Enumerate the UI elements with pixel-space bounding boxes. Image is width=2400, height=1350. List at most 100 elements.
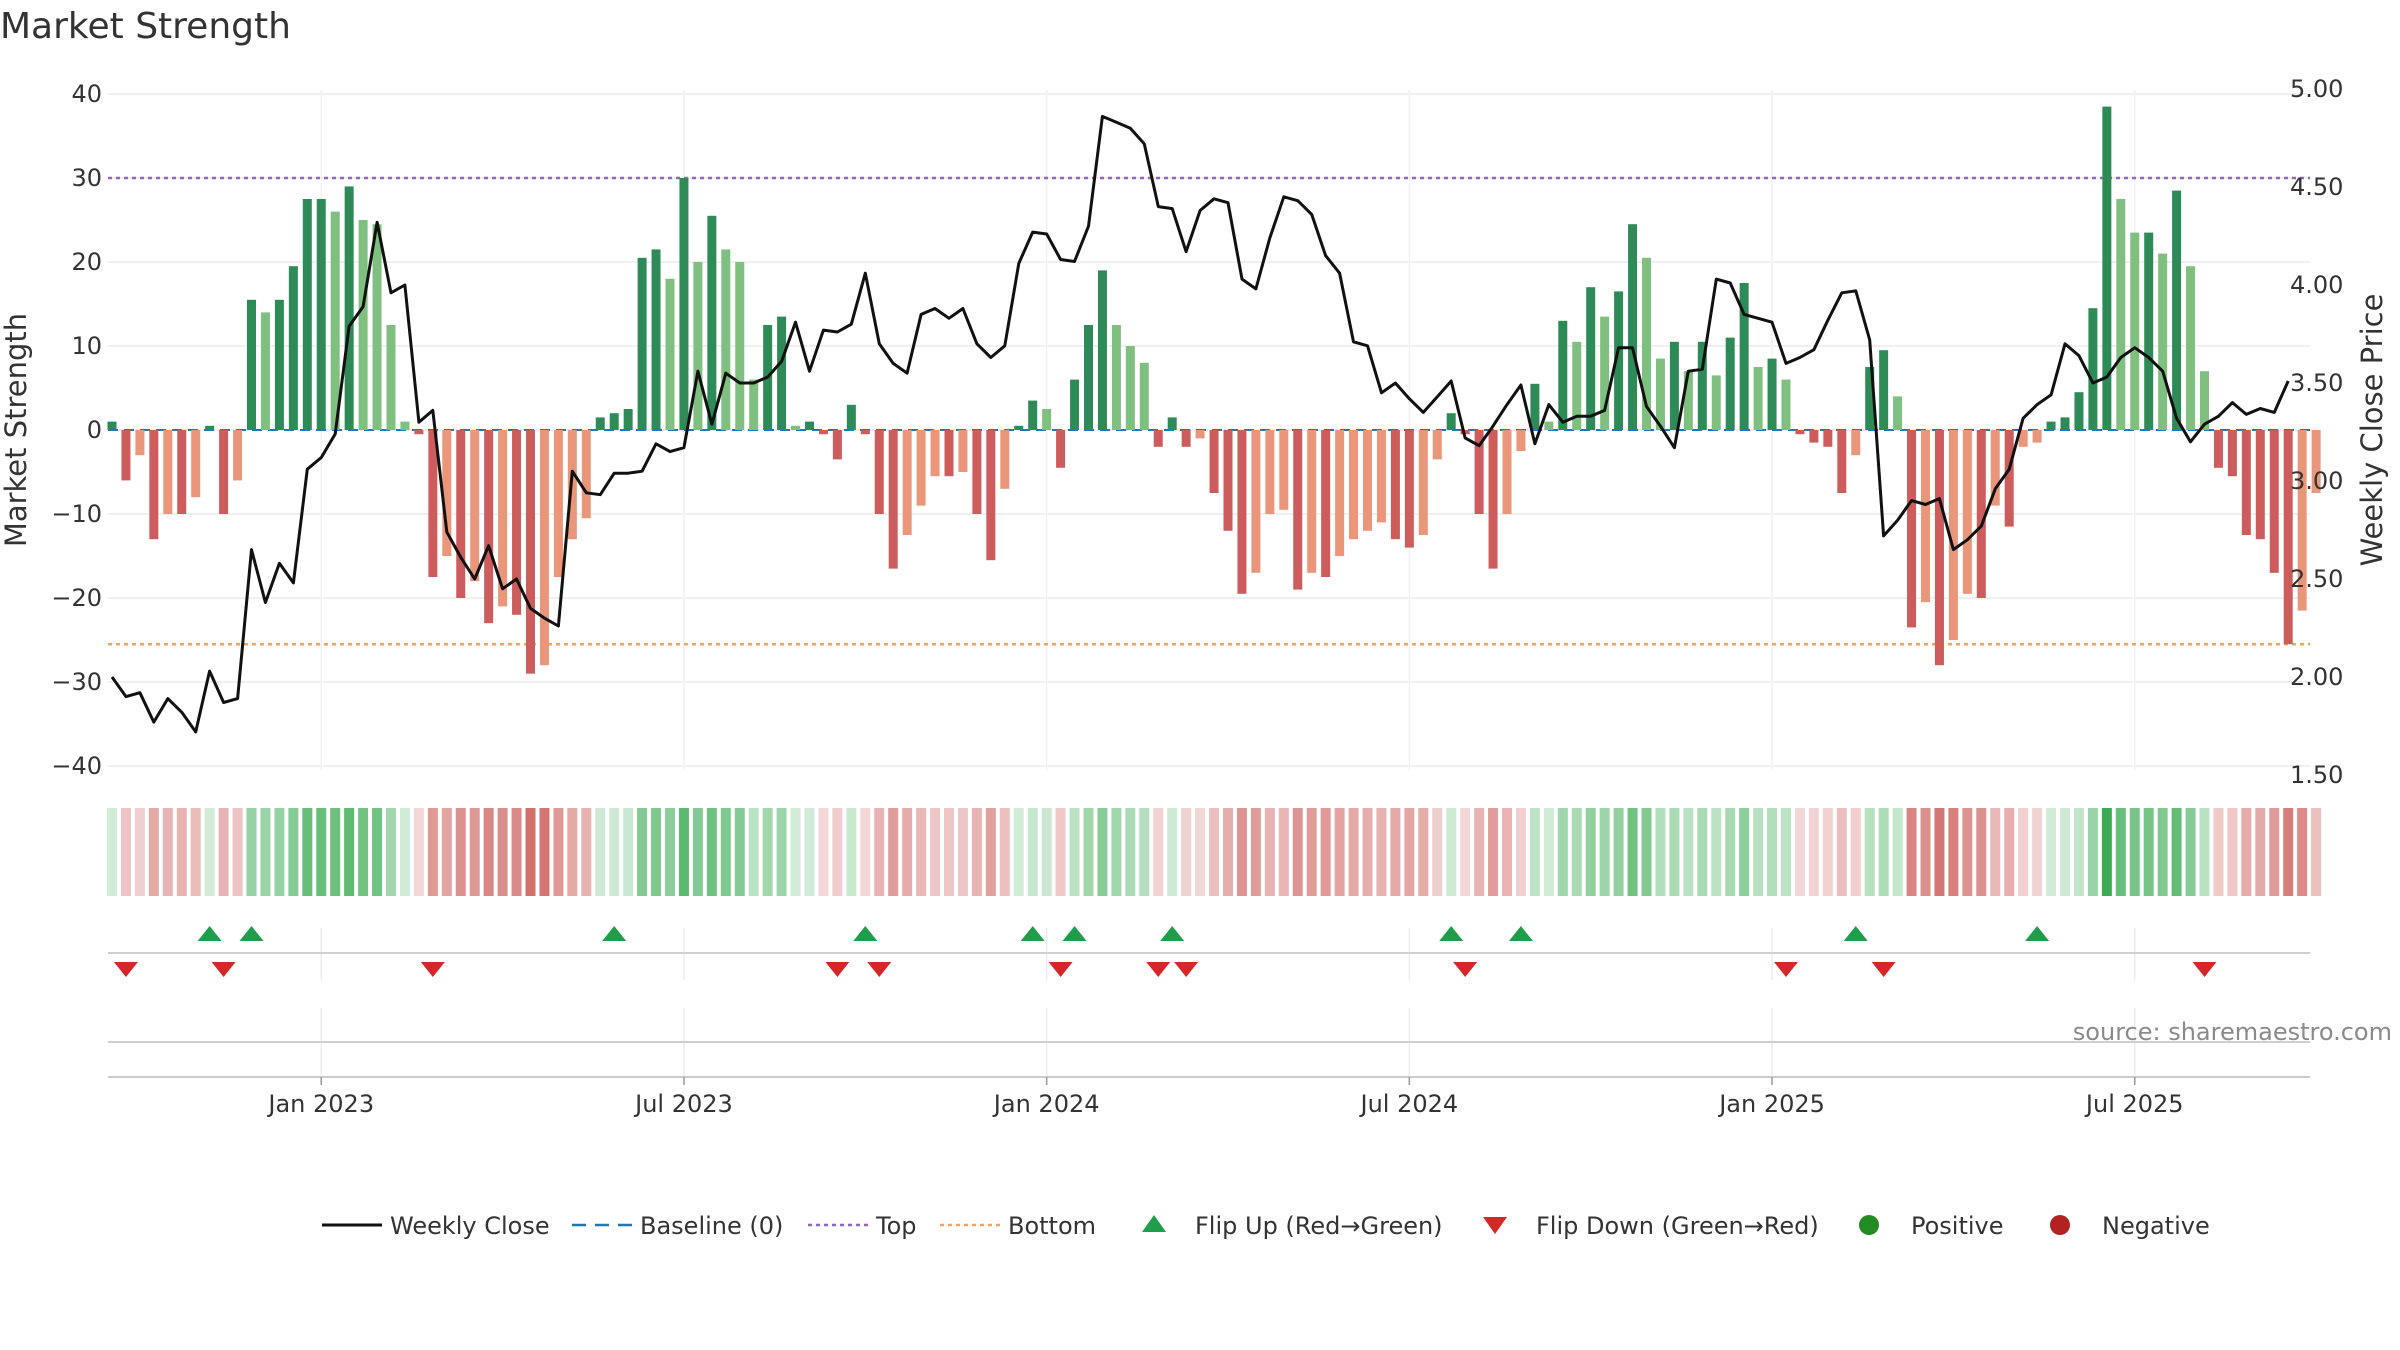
legend-label: Negative (2102, 1212, 2210, 1240)
strip-cell (232, 808, 243, 896)
strength-bar (2172, 190, 2182, 430)
strength-bar (414, 430, 424, 435)
strength-bar (1474, 430, 1484, 514)
strength-bar (1042, 409, 1052, 430)
strength-bar (1921, 430, 1930, 603)
strip-cell (1906, 808, 1917, 896)
strip-cell (874, 808, 885, 896)
strength-bar (177, 430, 187, 514)
legend-swatch (1859, 1215, 1879, 1235)
strip-cell (1376, 808, 1387, 896)
strength-bar (1725, 337, 1735, 430)
strength-bar (2158, 253, 2168, 430)
strength-bar (1097, 270, 1107, 430)
strip-cell (1069, 808, 1080, 896)
strength-bar (1697, 341, 1707, 430)
y-tick-label: −10 (51, 500, 102, 528)
strength-bar (1000, 430, 1010, 489)
strip-cell (2283, 808, 2294, 896)
strength-bar (316, 199, 326, 430)
flip-down-marker (211, 962, 236, 977)
strip-cell (1543, 808, 1554, 896)
strength-bar (595, 417, 605, 430)
strip-cell (525, 808, 536, 896)
strength-bar (1655, 358, 1665, 430)
strength-bar (1056, 430, 1066, 468)
strip-cell (1892, 808, 1903, 896)
x-tick-label: Jan 2025 (1717, 1090, 1825, 1118)
strength-bar (1851, 430, 1861, 456)
strength-bar (2144, 232, 2154, 430)
strength-bar (2046, 421, 2056, 430)
strength-bar (205, 425, 215, 430)
strip-cell (2255, 808, 2266, 896)
strength-bar (1502, 430, 1512, 514)
strength-bar (1628, 224, 1638, 430)
strip-cell (148, 808, 159, 896)
strip-cell (706, 808, 717, 896)
chart-title: Market Strength (0, 6, 291, 47)
strip-cell (1990, 808, 2001, 896)
legend-label: Flip Up (Red→Green) (1195, 1212, 1443, 1240)
strength-bar (1711, 375, 1721, 430)
legend-label: Top (875, 1212, 917, 1240)
y-tick-label: −30 (51, 668, 102, 696)
strip-cell (2199, 808, 2210, 896)
strength-bar (679, 178, 689, 430)
strength-bar (2074, 392, 2084, 430)
strip-cell (1515, 808, 1526, 896)
strip-cell (1027, 808, 1038, 896)
strength-bar (1307, 430, 1317, 573)
strength-bar (1753, 367, 1763, 430)
strip-cell (399, 808, 410, 896)
y-right-tick-label: 5.00 (2290, 75, 2343, 103)
strip-cell (455, 808, 466, 896)
strength-bar (1321, 430, 1331, 577)
strip-cell (1209, 808, 1220, 896)
strip-cell (2046, 808, 2057, 896)
strength-bar (191, 430, 201, 498)
strength-bar (2311, 430, 2321, 493)
strip-cell (1753, 808, 1764, 896)
strength-bar (1767, 358, 1777, 430)
legend-swatch (2050, 1215, 2070, 1235)
y-tick-label: −20 (51, 584, 102, 612)
legend: Weekly Close Baseline (0) Top Bottom Flip Up… (322, 1212, 2210, 1240)
strength-bar (1600, 316, 1610, 430)
legend-swatch (1483, 1217, 1507, 1234)
strip-cell (1808, 808, 1819, 896)
y-right-tick-label: 2.00 (2290, 663, 2343, 691)
strip-cell (2185, 808, 2196, 896)
strength-bar (1237, 430, 1247, 594)
strength-bar (498, 430, 508, 607)
legend-item-flip-down: Flip Down (Green→Red) (1483, 1212, 1819, 1240)
strip-cell (1306, 808, 1317, 896)
strip-cell (1404, 808, 1415, 896)
strip-cell (1836, 808, 1847, 896)
strip-cell (1613, 808, 1624, 896)
strip-cell (1502, 808, 1512, 896)
strip-cell (469, 808, 480, 896)
flip-up-marker (1508, 926, 1533, 941)
strip-cell (1739, 808, 1750, 896)
flip-down-marker (1774, 962, 1798, 977)
strength-bar (693, 262, 703, 430)
strength-bar (260, 312, 270, 430)
flip-up-marker (1062, 926, 1087, 941)
strength-bar (512, 430, 522, 615)
x-tick-label: Jan 2024 (992, 1090, 1100, 1118)
strength-bar (944, 430, 954, 477)
strength-bar (1683, 371, 1693, 430)
strip-cell (1097, 808, 1108, 896)
strength-bar (1390, 430, 1400, 540)
strength-bar (288, 266, 298, 430)
strip-cell (999, 808, 1010, 896)
strength-bar (1181, 430, 1191, 447)
strength-bar (1335, 430, 1345, 556)
strength-bar (442, 430, 452, 556)
strip-cell (1976, 808, 1987, 896)
strip-cell (2087, 808, 2098, 896)
strip-cell (1334, 808, 1345, 896)
strength-bar (121, 430, 131, 481)
strip-cell (553, 808, 564, 896)
